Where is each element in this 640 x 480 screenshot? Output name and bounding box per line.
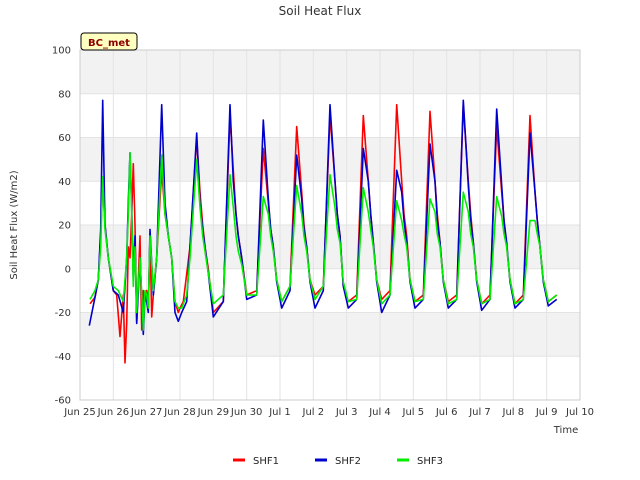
x-tick-label: Jul 10 bbox=[565, 407, 594, 418]
badge-label: BC_met bbox=[88, 38, 130, 49]
y-tick-label: 80 bbox=[58, 89, 71, 100]
x-tick-label: Jul 1 bbox=[268, 407, 291, 418]
plot-band bbox=[80, 225, 580, 269]
plot-band bbox=[80, 50, 580, 94]
plot-background bbox=[80, 50, 580, 400]
x-tick-label: Jul 3 bbox=[335, 407, 358, 418]
x-tick-label: Jul 5 bbox=[402, 407, 425, 418]
x-tick-label: Jul 7 bbox=[468, 407, 491, 418]
y-tick-label: 20 bbox=[58, 221, 71, 232]
y-tick-label: -20 bbox=[55, 308, 71, 319]
x-tick-label: Jun 25 bbox=[63, 407, 96, 418]
legend: SHF1 SHF2 SHF3 bbox=[233, 456, 443, 467]
y-axis-label: Soil Heat Flux (W/m2) bbox=[9, 170, 20, 279]
x-tick-label: Jul 6 bbox=[435, 407, 458, 418]
x-tick-label: Jun 29 bbox=[197, 407, 230, 418]
plot-band bbox=[80, 268, 580, 313]
y-tick-label: 100 bbox=[52, 46, 71, 57]
y-tick-label: -60 bbox=[55, 396, 71, 407]
x-tick-label: Jul 4 bbox=[368, 407, 391, 418]
x-tick-label: Jun 30 bbox=[230, 407, 263, 418]
x-tick-label: Jul 2 bbox=[302, 407, 325, 418]
x-axis-label: Time bbox=[553, 425, 578, 436]
badge-box bbox=[80, 32, 138, 51]
y-tick-label: 60 bbox=[58, 133, 71, 144]
y-tick-label: 40 bbox=[58, 177, 71, 188]
x-tick-label: Jul 9 bbox=[535, 407, 558, 418]
y-tick-label: 0 bbox=[65, 264, 71, 275]
x-tick-label: Jul 8 bbox=[502, 407, 525, 418]
chart-title: Soil Heat Flux bbox=[279, 4, 362, 18]
plot-band bbox=[80, 312, 580, 357]
legend-label-shf1: SHF1 bbox=[253, 456, 279, 467]
legend-label-shf2: SHF2 bbox=[335, 456, 361, 467]
y-tick-label: -40 bbox=[55, 352, 71, 363]
legend-label-shf3: SHF3 bbox=[417, 456, 443, 467]
series-layer bbox=[88, 99, 558, 364]
series-line-shf3 bbox=[89, 152, 558, 331]
x-tick-label: Jun 28 bbox=[163, 407, 196, 418]
site-badge: BC_met bbox=[80, 32, 138, 51]
plot-frame bbox=[79, 49, 581, 401]
y-axis: -60 -40 -20 0 20 40 60 80 100 bbox=[52, 46, 71, 407]
plot-band bbox=[80, 356, 580, 400]
x-tick-label: Jun 26 bbox=[97, 407, 130, 418]
x-tick-label: Jun 27 bbox=[130, 407, 163, 418]
x-axis: Jun 25 Jun 26 Jun 27 Jun 28 Jun 29 Jun 30 Jul … bbox=[63, 407, 594, 418]
